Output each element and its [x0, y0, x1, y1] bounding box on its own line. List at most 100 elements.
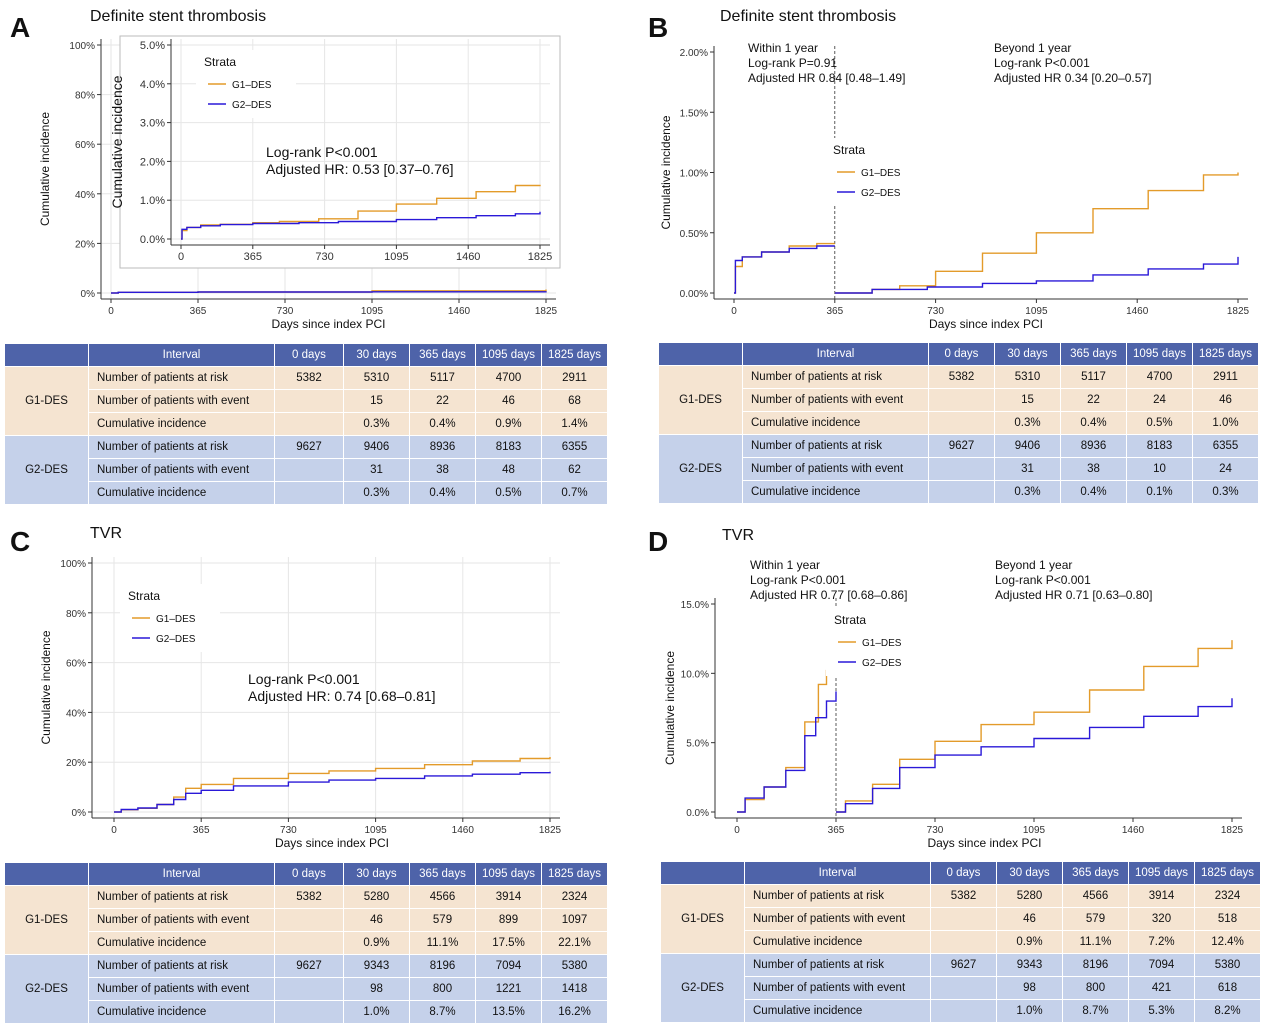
table-cell: 31: [994, 457, 1061, 481]
table-cell: [930, 907, 997, 931]
table-cell: 0.5%: [475, 481, 542, 505]
x-tick-label: 1460: [1126, 306, 1149, 317]
table-cell: 98: [343, 977, 410, 1001]
table-cell: 1.0%: [1192, 411, 1259, 435]
table-cell: 10: [1126, 457, 1193, 481]
table-row: Cumulative incidence 0.3% 0.4% 0.5% 0.7%: [5, 481, 608, 505]
y-tick-label: 5.0%: [686, 739, 709, 750]
landmark-beyond-d-line: Beyond 1 year: [995, 558, 1072, 572]
table-row: Number of patients with event 98 800 1221 14…: [5, 977, 608, 1001]
table-header-cell: 1095 days: [475, 343, 542, 367]
y-tick-label: 4.0%: [140, 79, 165, 91]
table-cell: 5.3%: [1128, 999, 1195, 1023]
table-row: Number of patients with event 46 579 320 518: [661, 907, 1261, 931]
row-label: Number of patients at risk: [744, 953, 931, 977]
table-cell: 2324: [1194, 884, 1261, 908]
table-header-cell: 0 days: [274, 343, 344, 367]
table-cell: 5380: [541, 954, 608, 978]
legend-item: G1–DES: [862, 638, 902, 649]
table-cell: [274, 412, 344, 436]
table-cell: 3914: [475, 885, 542, 909]
y-axis-title: Cumulative incidence: [39, 630, 53, 744]
x-tick-label: 1825: [528, 251, 552, 263]
table-cell: 0.3%: [343, 412, 410, 436]
table-row: Cumulative incidence 1.0% 8.7% 13.5% 16.2%: [5, 1000, 608, 1024]
panel-title-b: Definite stent thrombosis: [720, 8, 897, 25]
table-row: Number of patients with event 31 38 10 24: [659, 457, 1259, 481]
table-cell: 800: [409, 977, 476, 1001]
panel-label-c: C: [10, 526, 31, 557]
row-label: Number of patients with event: [88, 458, 275, 482]
table-cell: 0.5%: [1126, 411, 1193, 435]
legend-b: Strata G1–DES G2–DES: [825, 138, 925, 206]
y-axis-title: Cumulative incidence: [659, 115, 673, 229]
table-cell: 0.4%: [1060, 480, 1127, 504]
table-row: Cumulative incidence 0.3% 0.4% 0.5% 1.0%: [659, 411, 1259, 435]
x-tick-label: 0: [108, 306, 114, 317]
table-cell: [274, 481, 344, 505]
row-label: Cumulative incidence: [744, 930, 931, 954]
x-tick-label: 1095: [1023, 825, 1046, 836]
table-cell: 68: [541, 389, 608, 413]
row-label: Number of patients with event: [88, 389, 275, 413]
legend-item: G1–DES: [232, 80, 272, 91]
x-tick-label: 730: [277, 306, 294, 317]
landmark-beyond-b-line: Log-rank P<0.001: [994, 56, 1090, 70]
table-cell: 579: [409, 908, 476, 932]
row-label: Number of patients with event: [88, 908, 275, 932]
x-tick-label: 0: [111, 825, 117, 836]
group-label: G1-DES: [4, 885, 89, 955]
x-axis-title: Days since index PCI: [927, 836, 1041, 850]
group-label: G1-DES: [4, 366, 89, 436]
row-label: Number of patients at risk: [88, 954, 275, 978]
table-cell: 1418: [541, 977, 608, 1001]
table-cell: [928, 457, 995, 481]
x-tick-label: 1460: [1122, 825, 1145, 836]
x-tick-label: 365: [193, 825, 210, 836]
table-cell: 5117: [409, 366, 476, 390]
x-tick-label: 1095: [384, 251, 408, 263]
x-tick-label: 0: [178, 251, 184, 263]
panel-label-d: D: [648, 526, 669, 557]
table-row: Cumulative incidence 1.0% 8.7% 5.3% 8.2%: [661, 999, 1261, 1023]
table-cell: 5382: [930, 884, 997, 908]
y-tick-label: 2.0%: [140, 156, 165, 168]
risk-table-d: Interval 0 days 30 days 365 days 1095 days 18…: [660, 861, 1261, 1023]
table-cell: 8183: [475, 435, 542, 459]
table-cell: 6355: [1192, 434, 1259, 458]
table-cell: 0.4%: [409, 481, 476, 505]
table-cell: 7.2%: [1128, 930, 1195, 954]
series-line-g2: [836, 698, 1233, 813]
row-label: Cumulative incidence: [742, 480, 929, 504]
table-header-cell: 365 days: [1060, 342, 1127, 366]
panel-label-a: A: [10, 12, 31, 43]
y-tick-label: 2.00%: [680, 48, 708, 59]
table-cell: 0.4%: [409, 412, 476, 436]
row-label: Number of patients at risk: [88, 366, 275, 390]
table-header-cell: 0 days: [930, 861, 997, 885]
table-cell: 22: [409, 389, 476, 413]
table-cell: [928, 388, 995, 412]
table-cell: 11.1%: [1062, 930, 1129, 954]
table-cell: 12.4%: [1194, 930, 1261, 954]
table-cell: 0.3%: [343, 481, 410, 505]
chart-a-inset: 0.0% 1.0% 2.0% 3.0% 4.0% 5.0% 0 365 730 1095 1460 1…: [109, 35, 561, 269]
legend-c: Strata G1–DES G2–DES: [120, 584, 220, 652]
table-cell: 3914: [1128, 884, 1195, 908]
header-corner: [4, 862, 89, 886]
table-cell: 618: [1194, 976, 1261, 1000]
landmark-within-d-line: Adjusted HR 0.77 [0.68–0.86]: [750, 588, 907, 602]
y-tick-label: 40%: [75, 190, 95, 201]
table-cell: 9627: [928, 434, 995, 458]
legend-item: G2–DES: [156, 634, 196, 645]
y-tick-label: 80%: [75, 91, 95, 102]
x-tick-label: 1825: [539, 825, 562, 836]
x-tick-label: 1460: [448, 306, 471, 317]
table-row: Number of patients with event 15 22 24 46: [659, 388, 1259, 412]
y-tick-label: 0%: [72, 808, 87, 819]
row-label: Number of patients with event: [744, 976, 931, 1000]
y-tick-label: 1.00%: [680, 169, 708, 180]
table-header-cell: 1095 days: [1126, 342, 1193, 366]
group-label: G1-DES: [658, 365, 743, 435]
x-tick-label: 1460: [452, 825, 475, 836]
